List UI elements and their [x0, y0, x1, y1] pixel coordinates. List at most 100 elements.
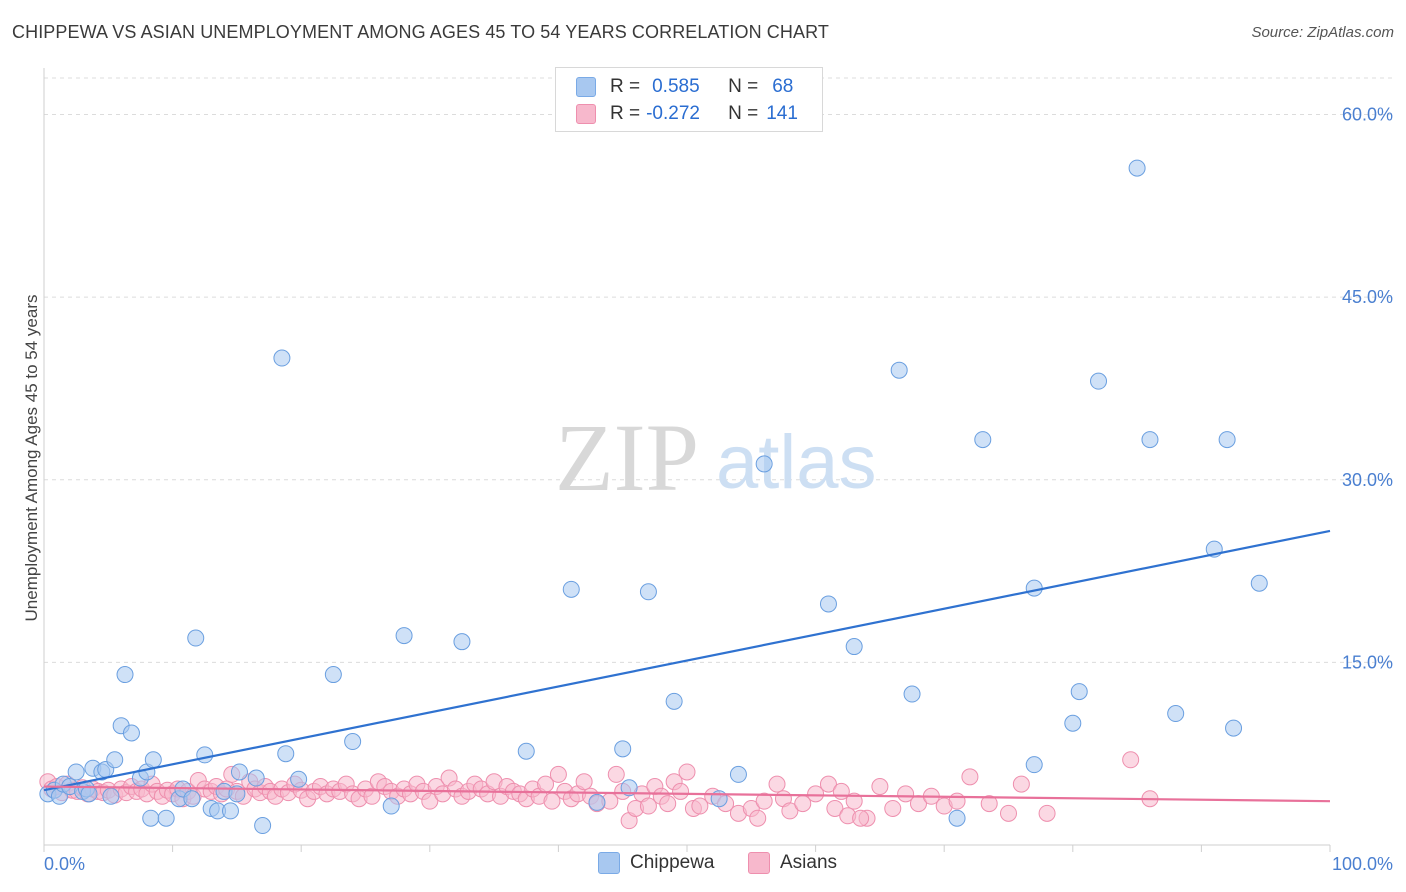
asian-point — [678, 763, 696, 781]
watermark: ZIP atlas — [555, 404, 877, 511]
asian-point — [639, 797, 657, 815]
chippewa-trend-line — [43, 529, 1331, 792]
chippewa-point — [588, 793, 606, 811]
asian-point — [845, 792, 863, 810]
chippewa-point — [230, 763, 248, 781]
legend-item-chippewa: Chippewa — [598, 852, 715, 874]
y-tick-label: 30.0% — [1342, 470, 1393, 490]
series-legend: Chippewa Asians — [0, 852, 1406, 878]
asian-point — [781, 802, 799, 820]
chippewa-point — [819, 595, 837, 613]
y-tick-label: 45.0% — [1342, 287, 1393, 307]
chippewa-point — [1128, 159, 1146, 177]
chippewa-point — [620, 779, 638, 797]
chippewa-point — [102, 787, 120, 805]
chippewa-point — [729, 765, 747, 783]
asians-trend-line — [43, 785, 1331, 803]
chippewa-point — [221, 802, 239, 820]
legend-n-value: 68 — [772, 76, 794, 97]
chippewa-point — [1250, 574, 1268, 592]
chippewa-label: Chippewa — [630, 852, 715, 873]
chippewa-point — [157, 809, 175, 827]
chippewa-point — [1025, 756, 1043, 774]
chippewa-point — [1218, 431, 1236, 449]
legend-item-asians: Asians — [748, 852, 837, 874]
chippewa-point — [254, 817, 272, 835]
asian-point — [755, 792, 773, 810]
chippewa-point — [106, 751, 124, 769]
asian-point — [575, 773, 593, 791]
legend-row-asians: R = -0.272 N = 141 — [576, 102, 798, 126]
chippewa-point — [1141, 431, 1159, 449]
asian-point — [1000, 804, 1017, 822]
source-label: Source: ZipAtlas.com — [1251, 24, 1394, 41]
legend-n-value: 141 — [766, 103, 798, 124]
chippewa-point — [517, 742, 535, 760]
asian-point — [1038, 804, 1056, 822]
chippewa-point — [639, 583, 657, 601]
asian-point — [819, 775, 837, 793]
legend-r-value: -0.272 — [646, 103, 700, 124]
chippewa-point — [1064, 714, 1082, 732]
chippewa-point — [122, 724, 140, 742]
asian-point — [1122, 751, 1140, 769]
chippewa-point — [755, 455, 773, 473]
legend-row-chippewa: R = 0.585 N = 68 — [576, 75, 793, 99]
chippewa-point — [453, 633, 471, 651]
chippewa-point — [324, 666, 342, 684]
chippewa-point — [845, 638, 863, 656]
asians-label: Asians — [780, 852, 838, 873]
chippewa-point — [344, 733, 362, 751]
chippewa-point — [196, 746, 214, 764]
asian-point — [826, 799, 844, 817]
chippewa-point — [974, 431, 992, 449]
chippewa-point — [247, 769, 265, 787]
legend-r-label: R = — [610, 76, 641, 97]
tick-labels: 15.0% 30.0% 45.0% 60.0% 0.0% 100.0% — [44, 105, 1393, 874]
asian-point — [768, 775, 786, 793]
legend-swatch-chippewa — [576, 77, 596, 97]
chippewa-point — [948, 809, 966, 827]
chippewa-point — [395, 627, 413, 645]
chippewa-point — [290, 770, 308, 788]
chippewa-swatch — [598, 852, 620, 874]
asian-point — [672, 782, 690, 800]
legend-n-label: N = — [728, 76, 759, 97]
chippewa-point — [1070, 683, 1088, 701]
chippewa-point — [183, 790, 201, 808]
chippewa-point — [116, 666, 134, 684]
y-axis-label: Unemployment Among Ages 45 to 54 years — [22, 295, 41, 622]
watermark-atlas: atlas — [716, 420, 877, 505]
chippewa-point — [144, 751, 162, 769]
asian-point — [1012, 775, 1030, 793]
asian-point — [852, 809, 870, 827]
legend-n-label: N = — [728, 103, 759, 124]
trend-lines — [43, 529, 1331, 803]
asian-point — [659, 795, 677, 813]
asian-point — [897, 785, 915, 803]
chippewa-point — [1025, 579, 1043, 597]
asian-point — [691, 797, 709, 815]
asian-point — [363, 787, 381, 805]
chippewa-point — [187, 629, 205, 647]
y-tick-label: 60.0% — [1342, 105, 1393, 125]
asian-point — [607, 765, 625, 783]
chippewa-point — [1090, 372, 1108, 390]
chippewa-point — [1167, 705, 1185, 723]
y-tick-label: 15.0% — [1342, 652, 1393, 672]
asian-point — [980, 795, 998, 813]
asian-point — [948, 792, 966, 810]
asian-point — [871, 778, 889, 796]
watermark-zip: ZIP — [555, 404, 699, 511]
legend-r-value: 0.585 — [652, 76, 700, 97]
asian-point — [884, 799, 902, 817]
chippewa-point — [382, 797, 400, 815]
chippewa-point — [903, 685, 921, 703]
chippewa-point — [67, 763, 85, 781]
asian-point — [961, 768, 979, 786]
chippewa-point — [142, 809, 160, 827]
correlation-legend: R = 0.585 N = 68 R = -0.272 N = 141 — [555, 67, 823, 132]
chippewa-point — [562, 580, 580, 598]
chippewa-point — [1225, 719, 1243, 737]
chippewa-point — [273, 349, 291, 367]
